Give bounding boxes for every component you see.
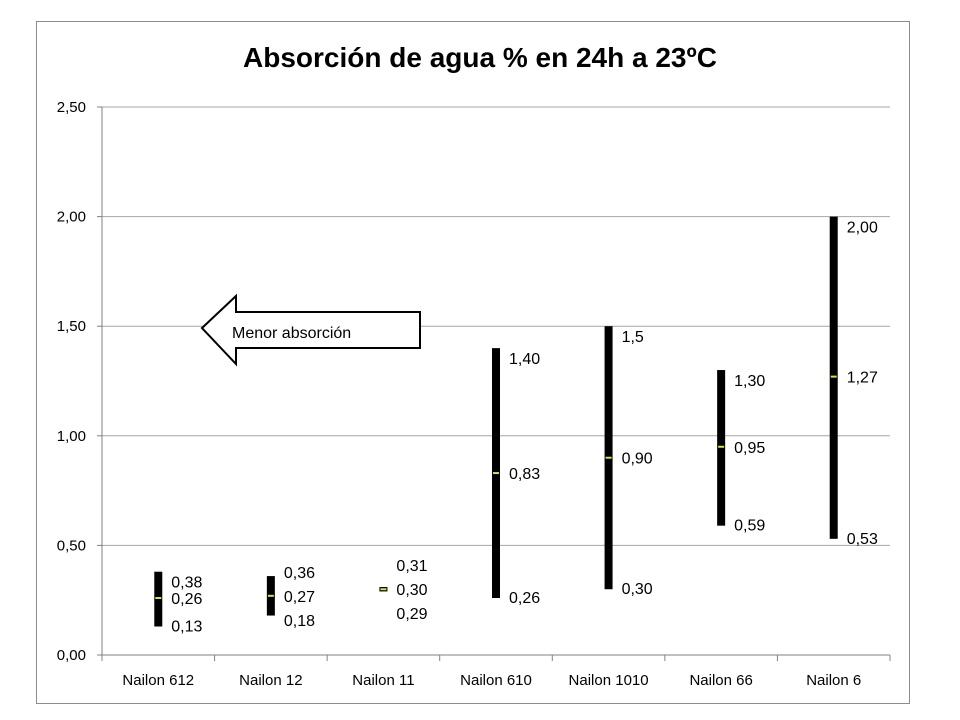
x-tick-label: Nailon 610 <box>460 672 532 689</box>
data-label-mid: 0,90 <box>622 451 653 468</box>
data-label-low: 0,18 <box>284 613 315 630</box>
y-tick-label: 0,50 <box>57 537 86 554</box>
data-label-high: 1,30 <box>734 373 765 390</box>
data-label-mid: 0,27 <box>284 589 315 606</box>
data-label-high: 2,00 <box>847 220 878 237</box>
left-arrow-shape <box>200 293 421 367</box>
y-tick-label: 1,00 <box>57 428 86 445</box>
data-label-mid: 1,27 <box>847 370 878 387</box>
data-label-low: 0,30 <box>622 581 653 598</box>
x-tick-label: Nailon 1010 <box>569 672 649 689</box>
data-label-high: 0,31 <box>396 558 427 575</box>
annotation-label: Menor absorción <box>232 325 351 342</box>
x-tick-label: Nailon 6 <box>806 672 861 689</box>
axes <box>97 106 891 661</box>
data-labels: 0,380,260,130,360,270,180,310,300,291,40… <box>171 220 878 636</box>
range-bars <box>154 216 838 627</box>
data-label-low: 0,26 <box>509 590 540 607</box>
range-bar <box>154 571 163 627</box>
y-tick-label: 2,00 <box>57 209 86 226</box>
range-bar <box>717 370 726 526</box>
data-label-low: 0,13 <box>171 619 202 636</box>
data-label-mid: 0,95 <box>734 440 765 457</box>
x-tick-labels: Nailon 612 Nailon 12 Nailon 11 Nailon 610 Na… <box>122 672 861 689</box>
y-tick-labels: 0,00 0,50 1,00 1,50 2,00 2,50 <box>57 99 86 664</box>
data-label-low: 0,59 <box>734 518 765 535</box>
data-label-mid: 0,83 <box>509 466 540 483</box>
x-tick-label: Nailon 12 <box>239 672 302 689</box>
data-label-high: 0,38 <box>171 575 202 592</box>
data-label-high: 1,40 <box>509 351 540 368</box>
data-label-low: 0,29 <box>396 606 427 623</box>
data-label-high: 1,5 <box>622 329 644 346</box>
data-label-mid: 0,30 <box>396 582 427 599</box>
x-tick-label: Nailon 66 <box>689 672 752 689</box>
x-tick-label: Nailon 11 <box>352 672 414 689</box>
chart-title: Absorción de agua % en 24h a 23ºC <box>243 42 717 73</box>
annotation-arrow: Menor absorción <box>200 293 421 367</box>
y-tick-label: 0,00 <box>57 647 86 664</box>
y-tick-label: 1,50 <box>57 318 86 335</box>
range-bar <box>829 216 838 539</box>
data-label-low: 0,53 <box>847 531 878 548</box>
data-label-mid: 0,26 <box>171 591 202 608</box>
chart-frame <box>36 21 910 704</box>
y-tick-label: 2,50 <box>57 99 86 116</box>
data-label-high: 0,36 <box>284 565 315 582</box>
x-tick-label: Nailon 612 <box>122 672 194 689</box>
